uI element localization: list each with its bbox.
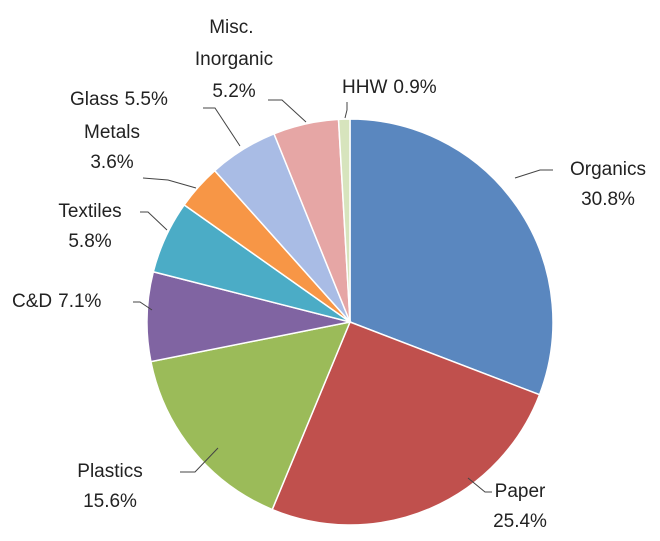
category-label: C&D xyxy=(12,291,52,312)
leader-line xyxy=(133,301,153,311)
category-label: Textiles xyxy=(58,201,121,222)
data-label: C&D 7.1% xyxy=(12,291,102,312)
data-label: HHW 0.9% xyxy=(342,77,437,98)
value-label: 7.1% xyxy=(58,291,101,312)
value-label: 0.9% xyxy=(393,77,436,98)
category-label: HHW xyxy=(342,77,387,98)
leader-line xyxy=(180,447,219,473)
pie-slice xyxy=(271,321,541,526)
category-label: Metals xyxy=(84,122,140,143)
data-label: Glass 5.5% xyxy=(70,89,168,110)
leader-line xyxy=(344,102,348,119)
value-label: 5.8% xyxy=(68,231,111,252)
value-label: 5.5% xyxy=(125,89,168,110)
value-label: 15.6% xyxy=(83,491,137,512)
category-label: Misc. Inorganic xyxy=(195,17,273,70)
category-label: Organics xyxy=(570,159,646,180)
value-label: 5.2% xyxy=(212,81,255,102)
category-label: Glass xyxy=(70,89,119,110)
value-label: 3.6% xyxy=(90,152,133,173)
pie-slice xyxy=(349,118,554,396)
value-label: 30.8% xyxy=(581,189,635,210)
pie-slice xyxy=(337,118,351,323)
leader-line xyxy=(268,99,307,123)
value-label: 25.4% xyxy=(493,511,547,532)
leader-line xyxy=(140,211,168,231)
leader-line xyxy=(467,477,492,493)
category-label: Plastics xyxy=(77,461,142,482)
pie-slice xyxy=(150,320,352,511)
leader-line xyxy=(203,107,241,147)
category-label: Paper xyxy=(495,481,546,502)
leader-line xyxy=(142,177,197,189)
leader-line xyxy=(514,169,553,179)
